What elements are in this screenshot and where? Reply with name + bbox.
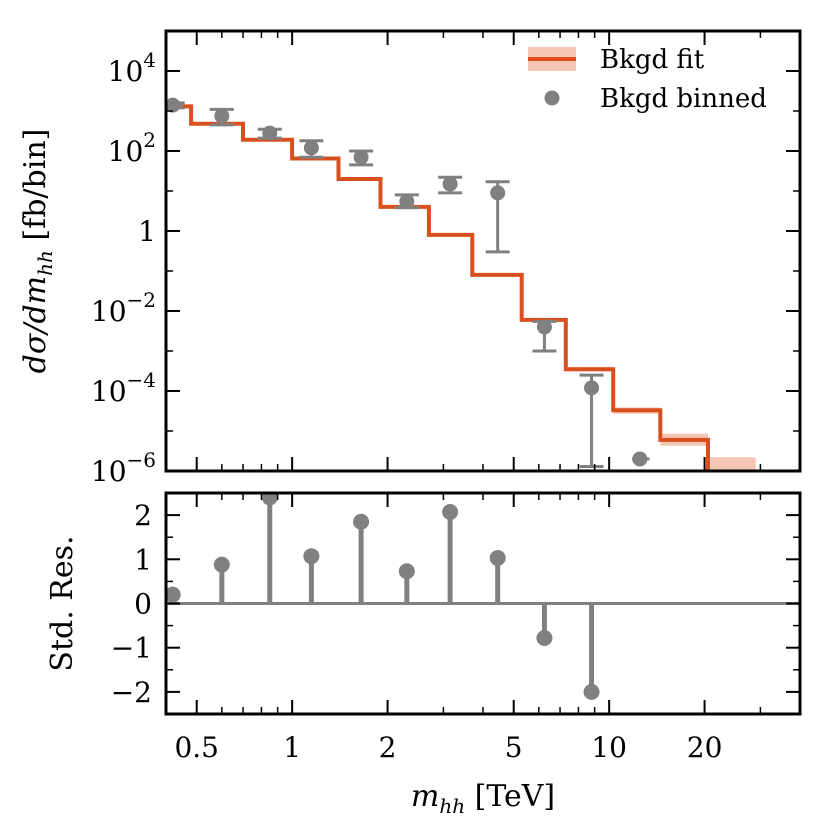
- binned-point: [536, 319, 552, 335]
- binned-point: [214, 108, 230, 124]
- x-tick-label: 2: [379, 731, 397, 764]
- x-tick-label: 20: [687, 731, 723, 764]
- residual-point: [489, 549, 506, 566]
- y-tick-label: 102: [108, 128, 156, 168]
- residual-point: [166, 586, 181, 603]
- binned-point-group: [209, 107, 234, 127]
- binned-point-group: [579, 373, 604, 468]
- residual-point: [213, 556, 230, 573]
- y-tick-base: 1: [138, 215, 156, 248]
- binned-point: [490, 185, 506, 201]
- y-tick-label: 10−4: [91, 368, 156, 408]
- y-tick-exponent: −6: [127, 448, 156, 472]
- y-tick-label: 1: [138, 215, 156, 248]
- binned-point: [166, 97, 181, 113]
- binned-point-group: [631, 451, 650, 467]
- xlabel-unit: [TeV]: [465, 779, 555, 814]
- y-tick-base: 10: [108, 55, 144, 88]
- y-tick-exponent: −2: [127, 288, 156, 312]
- binned-point-group: [532, 319, 557, 353]
- fit-step-line: [166, 104, 756, 471]
- residual-point: [536, 629, 553, 646]
- top-plot-area: [166, 97, 756, 471]
- xlabel-var: m: [411, 779, 439, 814]
- res-y-tick-label: −2: [111, 676, 152, 709]
- ylabel-unit: [fb/bin]: [18, 129, 53, 250]
- residual-point: [398, 563, 415, 580]
- y-tick-base: 10: [91, 375, 127, 408]
- fit-band-segment: [707, 457, 756, 471]
- binned-point-group: [485, 180, 510, 254]
- x-tick-label: 0.5: [174, 731, 219, 764]
- binned-point: [353, 149, 369, 165]
- res-y-tick-label: 0: [134, 588, 152, 621]
- bottom-y-axis-label: Std. Res.: [45, 535, 80, 671]
- res-y-tick-label: 1: [134, 543, 152, 576]
- y-tick-base: 10: [91, 295, 127, 328]
- legend: Bkgd fit Bkgd binned: [528, 45, 767, 114]
- residual-point: [261, 493, 278, 506]
- binned-point-group: [438, 175, 463, 195]
- binned-point: [632, 451, 648, 467]
- legend-label-fit: Bkgd fit: [600, 45, 705, 75]
- y-tick-exponent: −4: [127, 368, 156, 392]
- residual-point: [583, 683, 600, 700]
- res-y-tick-label: −1: [111, 632, 152, 665]
- ylabel-sub: hh: [33, 250, 57, 276]
- y-tick-base: 10: [91, 455, 127, 488]
- binned-point: [584, 380, 600, 396]
- y-tick-label: 10−6: [91, 448, 156, 488]
- binned-point-group: [299, 139, 324, 159]
- x-axis: 0.5 1 2 5 10 20 mhh [TeV]: [165, 31, 801, 818]
- binned-point-group: [349, 149, 374, 167]
- binned-point-group: [166, 97, 185, 113]
- residual-point: [442, 504, 459, 521]
- y-tick-label: 104: [108, 48, 156, 88]
- binned-point: [399, 193, 415, 209]
- x-tick-label: 10: [591, 731, 627, 764]
- top-y-axis-label: dσ/dmhh [fb/bin]: [18, 129, 57, 374]
- bottom-plot-area: [166, 493, 800, 700]
- binned-point: [442, 176, 458, 192]
- x-axis-label: mhh [TeV]: [411, 779, 555, 818]
- binned-point: [303, 140, 319, 156]
- xlabel-sub: hh: [439, 794, 465, 818]
- x-tick-label: 1: [283, 731, 301, 764]
- binned-point: [262, 125, 278, 141]
- ylabel-main: dσ/dm: [18, 276, 53, 373]
- legend-marker-swatch: [544, 90, 560, 106]
- y-tick-base: 10: [108, 135, 144, 168]
- bottom-panel: 2 1 0 −1 −2 Std. Res.: [45, 491, 802, 716]
- binned-point-group: [394, 193, 419, 210]
- y-tick-label: 10−2: [91, 288, 156, 328]
- x-tick-label: 5: [505, 731, 523, 764]
- legend-label-binned: Bkgd binned: [600, 84, 767, 114]
- residual-point: [353, 513, 370, 530]
- y-tick-exponent: 2: [143, 128, 156, 152]
- y-tick-exponent: 4: [143, 48, 156, 72]
- residual-point: [303, 548, 320, 565]
- binned-point-group: [257, 125, 282, 141]
- res-y-tick-label: 2: [134, 499, 152, 532]
